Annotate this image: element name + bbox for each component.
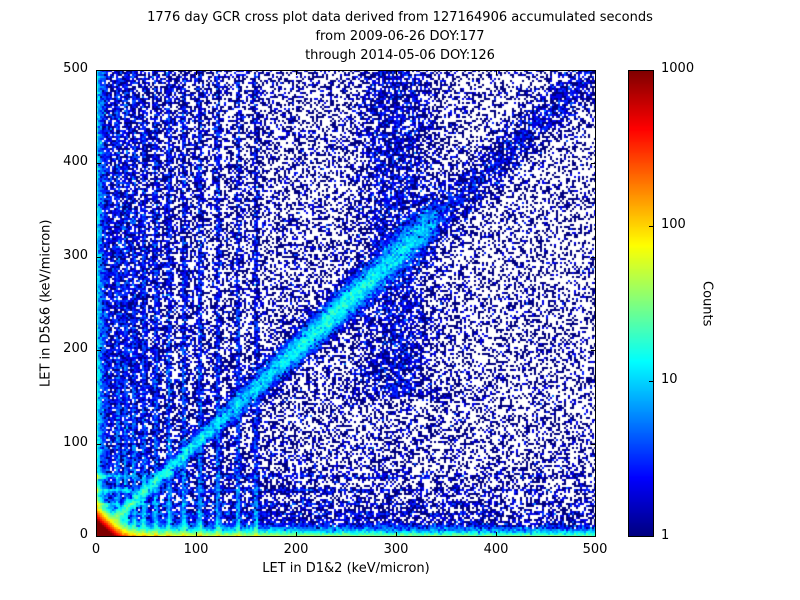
y-tick-label: 400 bbox=[63, 154, 88, 170]
y-tick-mark bbox=[591, 256, 596, 258]
chart-subtitle-through: through 2014-05-06 DOY:126 bbox=[305, 48, 495, 63]
x-tick-label: 200 bbox=[283, 542, 309, 557]
x-tick-label: 400 bbox=[483, 542, 509, 557]
x-tick-label: 300 bbox=[383, 542, 409, 557]
x-tick-label: 500 bbox=[582, 542, 608, 557]
colorbar-tick-label: 100 bbox=[661, 216, 686, 232]
x-tick-mark bbox=[196, 532, 197, 537]
y-tick-mark bbox=[96, 70, 101, 71]
colorbar bbox=[628, 70, 654, 537]
y-tick-mark bbox=[96, 350, 101, 352]
y-tick-mark bbox=[591, 70, 596, 71]
y-tick-mark bbox=[96, 163, 101, 165]
colorbar-gradient-canvas bbox=[628, 70, 654, 537]
y-tick-mark bbox=[96, 536, 101, 537]
title-block: 1776 day GCR cross plot data derived fro… bbox=[0, 8, 800, 65]
y-tick-mark bbox=[591, 350, 596, 352]
x-tick-mark bbox=[196, 70, 197, 75]
y-tick-label: 0 bbox=[79, 527, 88, 542]
y-tick-label: 100 bbox=[63, 434, 88, 450]
x-tick-mark bbox=[595, 70, 596, 75]
colorbar-tick-label: 1 bbox=[661, 528, 670, 543]
x-tick-mark bbox=[396, 532, 397, 537]
y-tick-label: 300 bbox=[63, 247, 88, 263]
x-tick-mark bbox=[496, 70, 497, 75]
colorbar-tick-label: 10 bbox=[661, 372, 678, 388]
x-tick-mark bbox=[496, 532, 497, 537]
x-tick-mark bbox=[96, 70, 97, 75]
colorbar-tick-label: 1000 bbox=[661, 61, 695, 76]
colorbar-label: Counts bbox=[699, 280, 715, 327]
chart-title: 1776 day GCR cross plot data derived fro… bbox=[147, 10, 653, 25]
y-tick-label: 500 bbox=[63, 61, 88, 76]
y-tick-mark bbox=[591, 163, 596, 165]
colorbar-tick-mark bbox=[649, 536, 654, 537]
colorbar-tick-mark bbox=[649, 70, 654, 71]
x-tick-label: 0 bbox=[91, 542, 101, 557]
x-tick-mark bbox=[595, 532, 596, 537]
y-axis-label: LET in D5&6 (keV/micron) bbox=[38, 219, 54, 388]
chart-subtitle-from: from 2009-06-26 DOY:177 bbox=[315, 29, 485, 44]
x-axis-label: LET in D1&2 (keV/micron) bbox=[262, 561, 430, 576]
x-tick-mark bbox=[296, 532, 297, 537]
plot-area bbox=[96, 70, 596, 537]
y-tick-mark bbox=[96, 256, 101, 258]
y-tick-label: 200 bbox=[63, 341, 88, 357]
colorbar-tick-mark bbox=[649, 381, 654, 383]
scatter-heatmap-canvas bbox=[96, 70, 596, 537]
y-tick-mark bbox=[591, 443, 596, 445]
x-tick-mark bbox=[96, 532, 97, 537]
y-tick-mark bbox=[96, 443, 101, 445]
x-tick-mark bbox=[296, 70, 297, 75]
x-tick-label: 100 bbox=[183, 542, 209, 557]
y-tick-mark bbox=[591, 536, 596, 537]
colorbar-tick-mark bbox=[649, 225, 654, 227]
x-tick-mark bbox=[396, 70, 397, 75]
